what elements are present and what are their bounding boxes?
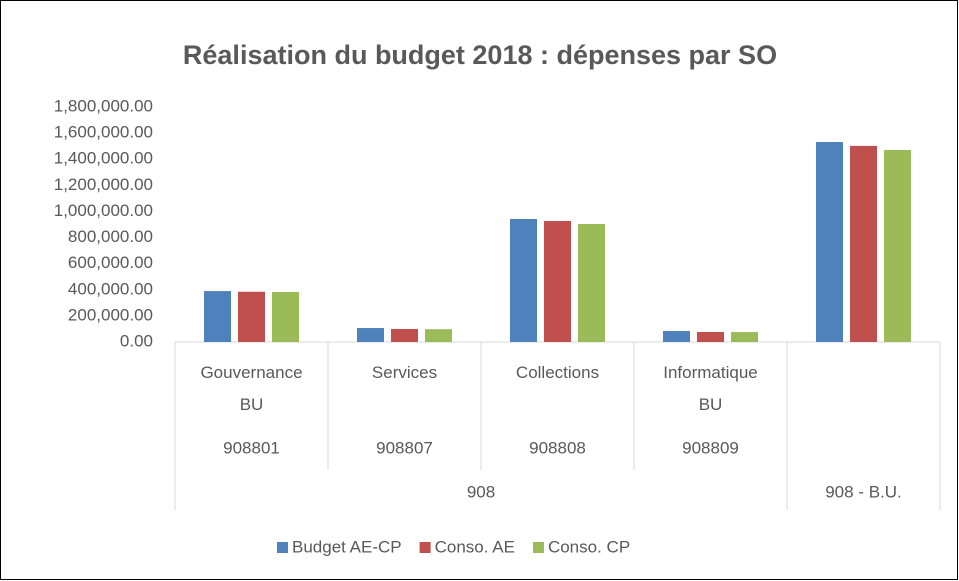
- x-tick-label: Services: [371, 363, 438, 382]
- bar: [578, 223, 605, 342]
- y-tick-label: 400,000.00: [68, 279, 153, 298]
- category-group-label: 908: [467, 482, 495, 501]
- category-code: 908801: [223, 438, 280, 457]
- bar: [816, 141, 843, 342]
- x-tick-label-box: Collections: [515, 363, 600, 382]
- category-code: 908809: [682, 438, 739, 457]
- bar: [391, 328, 418, 342]
- bar: [697, 331, 724, 342]
- y-tick-label: 1,600,000.00: [54, 123, 153, 142]
- bar: [544, 220, 571, 342]
- y-tick-label: 1,200,000.00: [54, 175, 153, 194]
- bar: [663, 331, 690, 342]
- legend-label: Budget AE-CP: [292, 537, 402, 556]
- bar: [731, 332, 758, 342]
- y-tick-label: 1,400,000.00: [54, 149, 153, 168]
- category-code: 908807: [376, 438, 433, 457]
- bar: [238, 291, 265, 342]
- x-tick-label-box: Gouvernance BU: [200, 363, 303, 414]
- category-code: 908808: [529, 438, 586, 457]
- legend-label: Conso. CP: [548, 537, 630, 556]
- bar: [850, 145, 877, 342]
- bar: [510, 219, 537, 342]
- bar: [357, 328, 384, 342]
- category-group-label: 908 - B.U.: [825, 482, 902, 501]
- bar: [204, 291, 231, 342]
- chart-title: Réalisation du budget 2018 : dépenses pa…: [183, 40, 777, 70]
- legend-label: Conso. AE: [435, 537, 515, 556]
- x-tick-label-box: Informatique BU: [663, 363, 758, 414]
- bar: [425, 329, 452, 342]
- y-tick-label: 600,000.00: [68, 253, 153, 272]
- y-tick-label: 1,800,000.00: [54, 96, 153, 115]
- x-tick-label: Gouvernance BU: [200, 363, 303, 414]
- x-tick-label-box: Services: [371, 363, 438, 382]
- x-tick-label: Collections: [515, 363, 600, 382]
- bar: [272, 291, 299, 342]
- y-tick-label: 0.00: [120, 331, 153, 350]
- y-tick-label: 800,000.00: [68, 227, 153, 246]
- legend-swatch: [277, 542, 288, 553]
- legend-swatch: [419, 542, 431, 553]
- legend-swatch: [532, 542, 544, 553]
- bar: [884, 149, 911, 342]
- y-tick-label: 200,000.00: [68, 305, 153, 324]
- x-tick-label: Informatique BU: [663, 363, 758, 414]
- y-tick-label: 1,000,000.00: [54, 201, 153, 220]
